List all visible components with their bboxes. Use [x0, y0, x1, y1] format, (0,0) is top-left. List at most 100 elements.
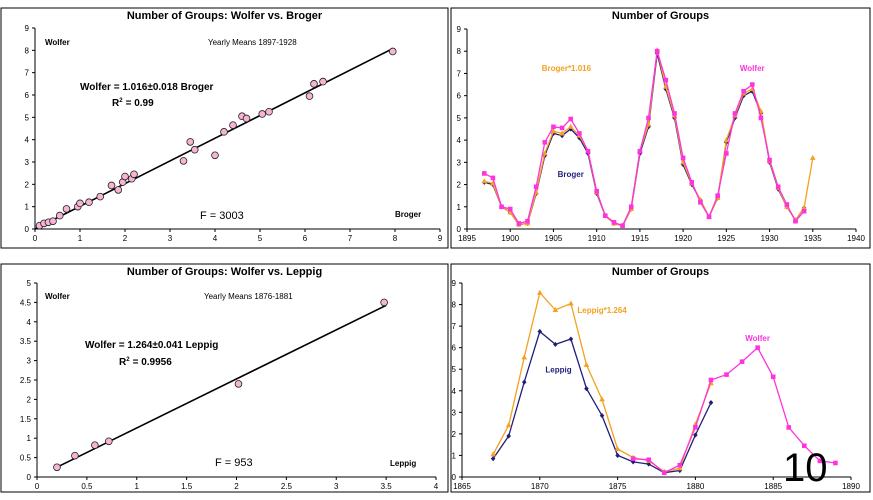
- series-point: [646, 124, 651, 130]
- r-squared-label: R: [112, 98, 120, 109]
- y-tick-label: 0: [25, 225, 30, 234]
- series-point: [817, 458, 823, 464]
- data-point: [55, 211, 64, 220]
- series-point: [525, 218, 530, 224]
- y-tick-label: 3: [25, 158, 30, 167]
- series-point: [801, 208, 807, 214]
- y-tick-label: 2: [27, 395, 32, 404]
- series-label: Leppig: [545, 365, 571, 374]
- data-point: [91, 441, 99, 449]
- x-tick-label: 7: [348, 234, 353, 243]
- data-point: [380, 298, 388, 307]
- series-point: [614, 445, 621, 451]
- x-tick-label: 1930: [761, 234, 779, 243]
- series-point: [767, 157, 772, 163]
- y-tick-label: 6: [25, 91, 30, 100]
- series-point: [599, 396, 605, 402]
- x-series-label: Broger: [395, 210, 421, 219]
- x-tick-label: 5: [258, 234, 263, 243]
- series-point: [630, 456, 636, 461]
- series-point: [585, 148, 591, 154]
- chart-subtitle: Yearly Means 1897-1928: [208, 38, 297, 47]
- x-tick-label: 1890: [842, 482, 860, 491]
- chart-3: Number of Groups: Wolfer vs. Leppig 0 0.5 1…: [0, 263, 449, 493]
- series-label: Leppig*1.264: [577, 306, 627, 315]
- x-tick-label: 1875: [609, 482, 627, 491]
- series-point: [677, 462, 683, 468]
- series-point: [481, 171, 487, 176]
- series-point: [568, 116, 574, 122]
- x-tick-label: 1925: [717, 234, 735, 243]
- series-point: [559, 130, 565, 136]
- data-point: [265, 107, 273, 116]
- series-point: [568, 336, 574, 342]
- series-point: [708, 400, 714, 406]
- x-tick-label: 1940: [847, 234, 865, 243]
- chart-title: Number of Groups: Wolfer vs. Broger: [127, 10, 323, 22]
- series-point: [481, 178, 488, 184]
- y-tick-label: 2.5: [20, 376, 32, 385]
- x-tick-label: 2: [234, 482, 239, 491]
- x-tick-label: 8: [393, 234, 398, 243]
- x-tick-label: 3.5: [381, 482, 393, 491]
- x-tick-label: 1870: [531, 482, 549, 491]
- series-point: [537, 289, 543, 295]
- series-point: [663, 77, 669, 83]
- f-statistic: F = 953: [215, 457, 253, 469]
- data-point: [310, 80, 318, 88]
- data-point: [71, 451, 79, 460]
- series-point: [723, 137, 730, 143]
- x-tick-label: 1.5: [181, 482, 193, 491]
- x-tick-label: 4: [434, 482, 439, 491]
- x-tick-label: 9: [438, 234, 443, 243]
- series-point: [533, 184, 539, 190]
- series-point: [542, 150, 548, 156]
- series-point: [628, 204, 634, 210]
- series-point: [809, 154, 816, 160]
- x-tick-label: 1880: [687, 482, 705, 491]
- x-tick-label: 3: [168, 234, 173, 243]
- series-point: [741, 88, 746, 94]
- y-tick-label: 0.5: [20, 454, 32, 463]
- data-point: [234, 380, 243, 388]
- data-point: [186, 138, 195, 146]
- y-tick-label: 1: [457, 203, 462, 212]
- regression-equation: Wolfer = 1.016±0.018 Broger: [80, 82, 214, 93]
- series-point: [507, 206, 513, 212]
- y-tick-label: 6: [452, 344, 457, 353]
- series-label: Wolfer: [745, 334, 770, 343]
- chart-frame: [450, 7, 871, 249]
- y-tick-label: 3: [452, 408, 457, 417]
- data-point: [211, 151, 219, 160]
- data-point: [242, 114, 251, 123]
- series-point: [577, 131, 582, 136]
- series-point: [490, 175, 496, 181]
- series-point: [620, 223, 625, 228]
- series-point: [521, 354, 528, 360]
- y-tick-label: 6: [457, 92, 462, 101]
- series-point: [490, 451, 496, 457]
- series-point: [507, 209, 514, 215]
- y-tick-label: 8: [452, 301, 457, 310]
- x-tick-label: 4: [213, 234, 218, 243]
- series-point: [677, 465, 683, 471]
- y-tick-label: 5: [25, 113, 30, 122]
- data-point: [319, 77, 327, 86]
- data-point: [53, 463, 61, 472]
- series-point: [758, 115, 764, 121]
- series-point: [615, 452, 620, 459]
- x-tick-label: 1900: [501, 234, 519, 243]
- series-point: [506, 433, 511, 439]
- series-point: [732, 115, 738, 121]
- y-tick-label: 0: [27, 473, 32, 482]
- x-tick-label: 1: [135, 482, 140, 491]
- series-point: [739, 359, 745, 364]
- r-squared: R2 = 0.99: [112, 98, 154, 109]
- y-tick-label: 1: [25, 203, 30, 212]
- y-tick-label: 5: [457, 114, 462, 123]
- y-tick-label: 5: [27, 279, 32, 288]
- series-point: [770, 374, 776, 380]
- series-point: [611, 220, 617, 225]
- data-point: [49, 217, 57, 225]
- data-point: [76, 199, 84, 208]
